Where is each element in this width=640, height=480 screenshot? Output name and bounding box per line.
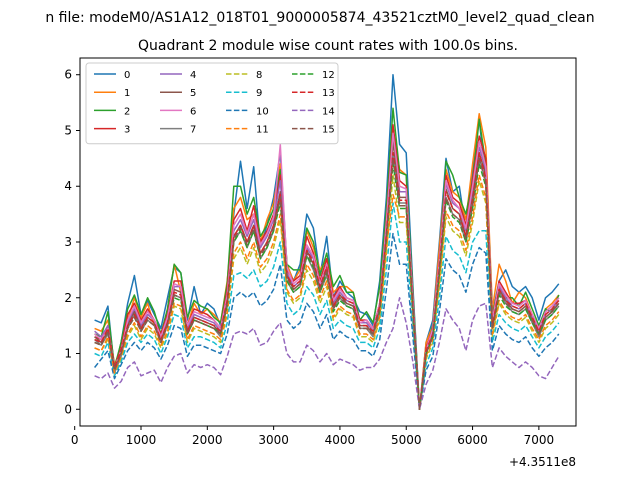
x-axis-offset-label: +4.3511e8	[509, 455, 576, 469]
legend-label-12: 12	[322, 70, 335, 81]
legend-label-7: 7	[190, 125, 196, 136]
figure-suptitle: n file: modeM0/AS1A12_018T01_9000005874_…	[45, 10, 594, 26]
x-tick-label: 4000	[325, 433, 356, 447]
series-line-13	[94, 152, 560, 411]
legend-label-4: 4	[190, 70, 196, 81]
series-line-11	[94, 174, 560, 411]
legend-label-1: 1	[124, 88, 130, 99]
x-tick-label: 6000	[457, 433, 488, 447]
legend-label-0: 0	[124, 70, 130, 81]
legend-label-3: 3	[124, 125, 130, 136]
y-tick-label: 3	[64, 235, 72, 249]
series-line-14	[94, 297, 560, 411]
series-line-10	[94, 232, 560, 411]
chart-title: Quadrant 2 module wise count rates with …	[138, 38, 518, 54]
x-axis: 0 1000 2000 3000 4000 5000 6000 7000	[71, 426, 554, 447]
x-tick-label: 1000	[126, 433, 157, 447]
legend-label-10: 10	[256, 106, 269, 117]
x-tick-label: 5000	[391, 433, 422, 447]
legend-label-14: 14	[322, 106, 335, 117]
x-tick-label: 7000	[524, 433, 555, 447]
y-tick-label: 5	[64, 123, 72, 137]
x-tick-label: 3000	[258, 433, 289, 447]
series-line-9	[94, 202, 560, 411]
series-line-15	[94, 157, 560, 411]
series-line-2	[94, 107, 560, 411]
legend-label-11: 11	[256, 125, 269, 136]
y-tick-label: 1	[64, 347, 72, 361]
legend-label-15: 15	[322, 125, 335, 136]
legend-label-8: 8	[256, 70, 262, 81]
legend-label-13: 13	[322, 88, 335, 99]
legend-label-5: 5	[190, 88, 196, 99]
y-tick-label: 0	[64, 402, 72, 416]
x-tick-label: 0	[71, 433, 79, 447]
x-tick-label: 2000	[192, 433, 223, 447]
series-layer	[94, 73, 560, 411]
legend-label-6: 6	[190, 106, 196, 117]
legend-label-9: 9	[256, 88, 262, 99]
y-tick-label: 4	[64, 179, 72, 193]
y-tick-label: 2	[64, 291, 72, 305]
y-axis: 0 1 2 3 4 5 6	[64, 68, 80, 416]
series-line-6	[94, 132, 560, 411]
y-tick-label: 6	[64, 68, 72, 82]
legend-frame	[85, 62, 339, 145]
legend-label-2: 2	[124, 106, 130, 117]
